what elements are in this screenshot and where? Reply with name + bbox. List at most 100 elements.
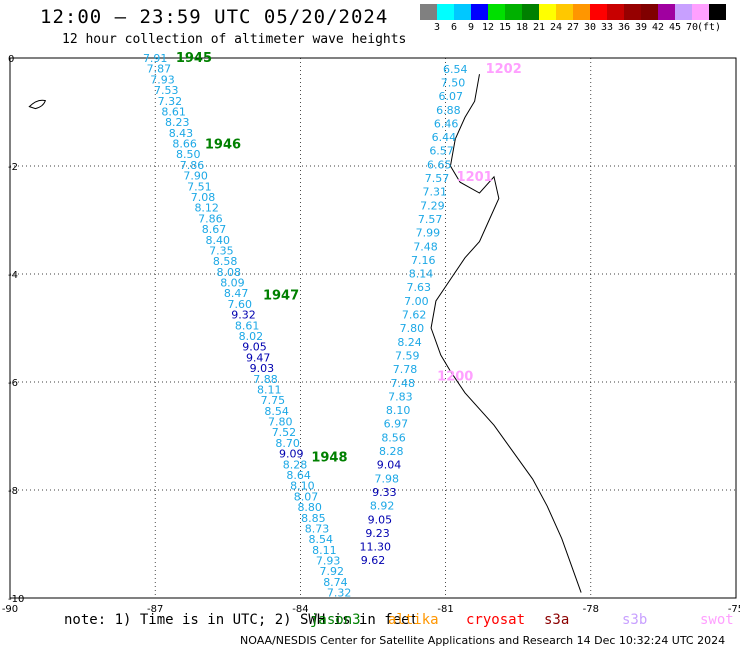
wave-height-value: 8.58 (213, 255, 238, 268)
legend-swatch (488, 4, 505, 20)
satellite-label-s3b: s3b (622, 612, 648, 628)
wave-height-value: 6.97 (384, 418, 409, 431)
wave-height-value: 8.85 (301, 512, 326, 525)
satellite-label-s3a: s3a (544, 612, 570, 628)
page-title: 12:00 – 23:59 UTC 05/20/2024 (40, 6, 389, 28)
legend-label: 3 (433, 22, 441, 33)
legend-swatch (607, 4, 624, 20)
wave-height-value: 7.32 (327, 587, 352, 600)
legend-label: 70 (685, 22, 699, 33)
satellite-label-altika: altika (388, 612, 439, 628)
satellite-label-cryosat: cryosat (466, 612, 526, 628)
legend-label: 36 (617, 22, 631, 33)
wave-height-value: 8.54 (264, 405, 289, 418)
wave-height-value: 8.28 (283, 458, 308, 471)
wave-height-value: 7.75 (261, 394, 286, 407)
legend-swatch (624, 4, 641, 20)
x-tick-label: -78 (583, 604, 599, 615)
legend-swatch (522, 4, 539, 20)
wave-height-value: 7.93 (316, 555, 341, 568)
track-time-label: 1200 (437, 370, 473, 385)
wave-height-value: 9.04 (377, 459, 402, 472)
wave-height-value: 6.44 (432, 131, 457, 144)
legend-swatch (675, 4, 692, 20)
wave-height-value: 7.32 (158, 95, 183, 108)
satellite-label-jason3: jason3 (310, 612, 361, 628)
track-time-label: 1202 (486, 62, 522, 77)
wave-height-value: 6.88 (436, 104, 461, 117)
wave-height-value: 8.28 (379, 445, 404, 458)
wave-height-value: 8.43 (169, 127, 194, 140)
wave-height-value: 11.30 (360, 541, 392, 554)
wave-height-value: 8.11 (257, 383, 282, 396)
wave-height-value: 7.60 (228, 298, 253, 311)
legend-swatch (556, 4, 573, 20)
legend-swatch (692, 4, 709, 20)
wave-height-value: 7.98 (374, 472, 399, 485)
legend-label: 27 (566, 22, 580, 33)
track-time-label: 1945 (176, 51, 212, 66)
legend-swatch (505, 4, 522, 20)
x-tick-label: -90 (2, 604, 18, 615)
wave-height-value: 7.90 (183, 170, 208, 183)
legend-swatch (539, 4, 556, 20)
legend-swatch (437, 4, 454, 20)
wave-height-value: 8.56 (381, 431, 406, 444)
track-time-label: 1948 (311, 451, 347, 466)
legend-label: 21 (532, 22, 546, 33)
wave-height-value: 6.46 (434, 117, 459, 130)
track-time-label: 1201 (457, 170, 493, 185)
wave-height-value: 6.54 (443, 63, 468, 76)
track-time-label: 1946 (205, 137, 241, 152)
wave-height-value: 8.12 (194, 202, 219, 215)
wave-height-value: 8.61 (235, 319, 260, 332)
wave-height-value: 7.48 (390, 377, 415, 390)
wave-height-value: 7.00 (404, 295, 429, 308)
wave-height-value: 7.87 (147, 63, 172, 76)
wave-height-value: 7.48 (413, 240, 438, 253)
wave-height-value: 7.57 (425, 172, 450, 185)
credit-line: NOAA/NESDIS Center for Satellite Applica… (240, 634, 726, 647)
wave-height-value: 8.61 (161, 105, 186, 118)
wave-height-value: 7.80 (268, 416, 293, 429)
wave-height-value: 7.35 (209, 244, 234, 257)
coastline (430, 74, 582, 593)
wave-height-value: 9.23 (365, 527, 390, 540)
wave-height-value: 8.11 (312, 544, 337, 557)
track-time-label: 1947 (263, 289, 299, 304)
legend-label: 18 (515, 22, 529, 33)
legend-swatch (590, 4, 607, 20)
note-text: note: 1) Time is in UTC; 2) SWH is in fe… (64, 612, 419, 628)
y-tick-label: -8 (8, 486, 18, 497)
legend-label: 9 (467, 22, 475, 33)
legend-label: 33 (600, 22, 614, 33)
wave-height-value: 7.91 (143, 52, 168, 65)
plot-frame (9, 57, 737, 599)
wave-height-value: 7.78 (393, 363, 418, 376)
wave-height-value: 7.16 (411, 254, 436, 267)
legend-label: 42 (651, 22, 665, 33)
wave-height-value: 8.67 (202, 223, 227, 236)
legend-label: 45 (668, 22, 682, 33)
legend-swatch (573, 4, 590, 20)
y-tick-label: 0 (8, 54, 14, 65)
wave-height-value: 8.47 (224, 287, 249, 300)
island-outline (28, 99, 47, 110)
wave-height-value: 8.54 (308, 533, 333, 546)
wave-height-value: 8.80 (297, 501, 322, 514)
wave-height-value: 7.57 (418, 213, 443, 226)
wave-height-value: 7.50 (441, 76, 466, 89)
wave-height-value: 9.05 (368, 513, 393, 526)
wave-height-value: 9.32 (231, 309, 256, 322)
legend-swatch (658, 4, 675, 20)
legend-label: 6 (450, 22, 458, 33)
y-tick-label: -6 (8, 378, 18, 389)
wave-height-value: 8.74 (323, 576, 348, 589)
wave-height-value: 9.62 (361, 554, 386, 567)
legend-label: 24 (549, 22, 563, 33)
satellite-label-swot: swot (700, 612, 734, 628)
wave-height-value: 7.51 (187, 180, 212, 193)
wave-height-value: 9.09 (279, 448, 304, 461)
wave-height-value: 6.07 (438, 90, 463, 103)
